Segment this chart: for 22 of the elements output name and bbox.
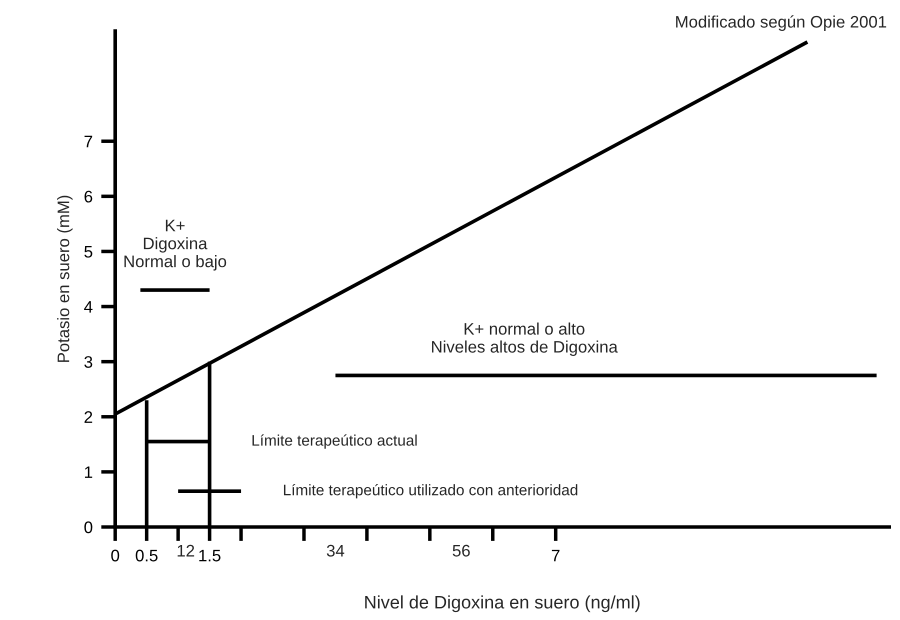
annotation: Límite terapeútico utilizado con anterioridad <box>284 484 578 498</box>
text: 34 <box>326 544 344 557</box>
x-tick-label: 0 <box>111 550 120 562</box>
y-tick-label: 1 <box>84 466 92 478</box>
text: 56 <box>452 544 470 557</box>
y-tick-label: 3 <box>84 356 92 368</box>
text: 12 <box>178 544 194 556</box>
y-axis-title: Potasio en suero (mM) <box>57 196 73 362</box>
x-tick-label: 0.5 <box>136 550 158 562</box>
annotation: Límite terapeútico actual <box>252 434 417 449</box>
y-tick-label: 2 <box>84 411 92 423</box>
annotation: K+ Digoxina Normal o bajo <box>124 220 226 271</box>
x-tick-label: 7 <box>552 550 560 562</box>
y-tick-label: 7 <box>84 136 92 148</box>
annotation: Modificado según Opie 2001 <box>676 15 886 31</box>
y-tick-label: 0 <box>84 521 92 534</box>
annotation: K+ normal o alto Niveles altos de Digoxina <box>432 322 618 356</box>
y-tick-label: 6 <box>84 190 92 203</box>
y-tick-label: 4 <box>84 301 92 313</box>
x-tick-label: 1.5 <box>199 550 220 562</box>
x-axis-title: Nivel de Digoxina en suero (ng/ml) <box>365 595 640 612</box>
y-tick-label: 5 <box>84 246 92 258</box>
